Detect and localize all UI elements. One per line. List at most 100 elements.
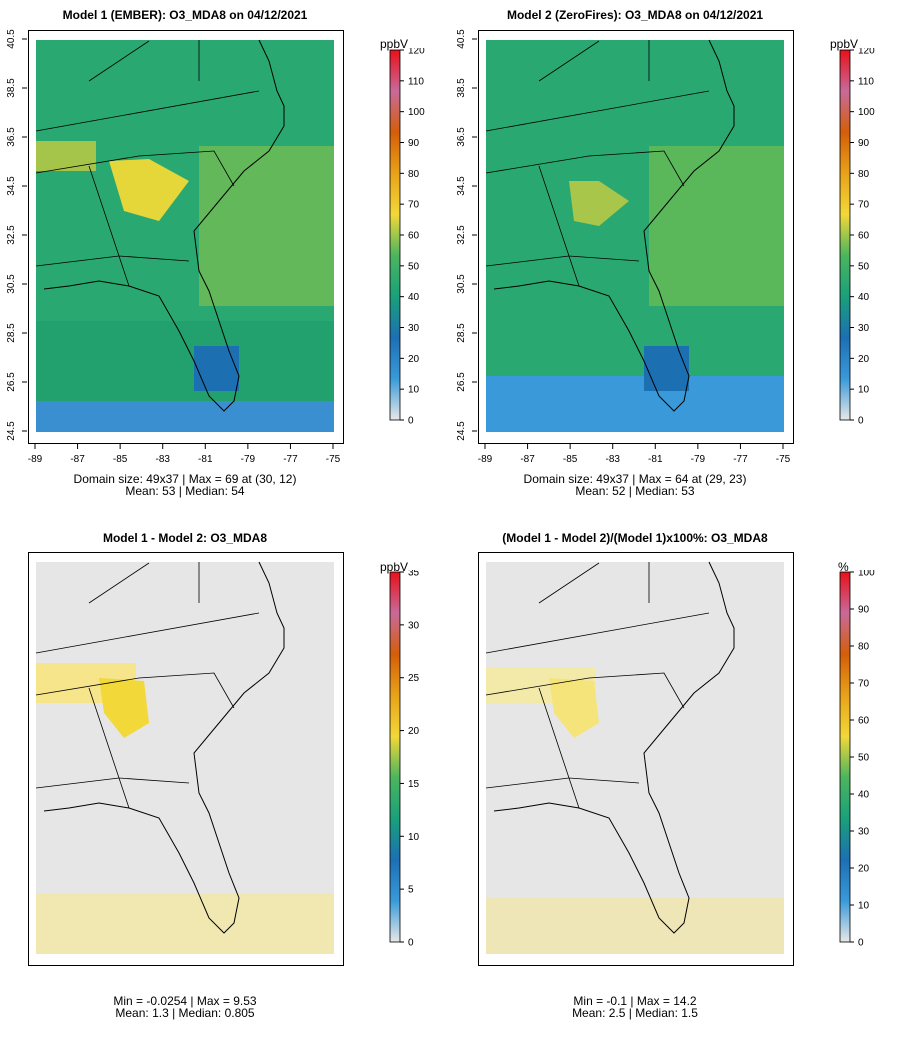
- colorbar-tick-label: 110: [858, 76, 874, 87]
- x-axis: -89 -87 -85 -83 -81 -79 -77 -75: [478, 444, 791, 465]
- colorbar-tick-label: 0: [408, 416, 414, 427]
- x-tick-label: -79: [241, 454, 256, 465]
- colorbar: 0 10 20 30 40 50 60 70 80 90 100 110 120: [839, 48, 875, 427]
- y-tick-label: 32.5: [456, 225, 467, 245]
- y-tick-label: 28.5: [6, 323, 17, 343]
- x-axis: -89 -87 -85 -83 -81 -79 -77 -75: [28, 444, 341, 465]
- colorbar-tick-label: 20: [408, 354, 420, 365]
- map-plot: [478, 552, 794, 966]
- y-tick-label: 28.5: [456, 323, 467, 343]
- colorbar-tick-label: 90: [858, 605, 870, 616]
- colorbar-tick-label: 100: [858, 107, 875, 118]
- colorbar-tick-label: 50: [858, 261, 870, 272]
- colorbar-tick-label: 70: [408, 200, 420, 211]
- colorbar-tick-label: 120: [858, 48, 875, 57]
- y-tick-label: 30.5: [6, 274, 17, 294]
- y-axis: 24.5 26.5 28.5 30.5 32.5 34.5 36.5 38.5 40.5: [6, 29, 27, 441]
- stats-line-2: Mean: 1.3 | Median: 0.805: [115, 1006, 255, 1020]
- map-plot: [478, 30, 794, 444]
- map-field-bottom: [36, 401, 334, 432]
- x-tick-label: -75: [326, 454, 341, 465]
- colorbar-tick-label: 70: [858, 679, 870, 690]
- y-tick-label: 30.5: [456, 274, 467, 294]
- y-tick-label: 26.5: [456, 372, 467, 392]
- map-hotspot: [569, 181, 629, 226]
- y-tick-label: 34.5: [456, 176, 467, 196]
- colorbar-tick-label: 100: [408, 107, 425, 118]
- y-tick-label: 34.5: [6, 176, 17, 196]
- x-tick-label: -87: [520, 454, 535, 465]
- x-tick-label: -79: [691, 454, 706, 465]
- y-axis: 24.5 26.5 28.5 30.5 32.5 34.5 36.5 38.5 40.5: [456, 29, 477, 441]
- colorbar-tick-label: 100: [858, 570, 875, 579]
- colorbar-gradient: [839, 49, 851, 421]
- y-tick-label: 40.5: [6, 29, 17, 49]
- y-tick-label: 36.5: [6, 127, 17, 147]
- y-tick-label: 36.5: [456, 127, 467, 147]
- colorbar-tick-label: 40: [858, 790, 870, 801]
- x-tick-label: -83: [155, 454, 170, 465]
- colorbar-tick-label: 30: [408, 323, 420, 334]
- map-coastline: [43, 561, 285, 934]
- colorbar-tick-label: 10: [858, 385, 870, 396]
- colorbar-tick-label: 0: [858, 938, 864, 949]
- colorbar-tick-label: 20: [858, 354, 870, 365]
- stats-line-1: Domain size: 49x37 | Max = 69 at (30, 12…: [73, 472, 297, 486]
- stats-line-2: Mean: 2.5 | Median: 1.5: [572, 1006, 698, 1020]
- colorbar-gradient: [389, 571, 401, 943]
- colorbar-tick-label: 0: [858, 416, 864, 427]
- map-svg: [485, 561, 784, 954]
- axes: -89 -87 -85 -83 -81 -79 -77 -75 24.5 26.5 28.5 30.…: [6, 29, 341, 465]
- map-hotspot: [99, 678, 149, 738]
- colorbar-tick-label: 40: [408, 292, 420, 303]
- x-tick-label: -77: [283, 454, 298, 465]
- stats-line-1: Domain size: 49x37 | Max = 64 at (29, 23…: [523, 472, 747, 486]
- colorbar-tick-label: 30: [408, 620, 420, 631]
- stats-line-2: Mean: 52 | Median: 53: [575, 484, 695, 498]
- colorbar-tick-label: 60: [408, 231, 420, 242]
- stats-line-1: Min = -0.1 | Max = 14.2: [573, 994, 697, 1008]
- map-field-bottom: [486, 376, 784, 432]
- colorbar-tick-label: 80: [858, 642, 870, 653]
- colorbar-tick-label: 120: [408, 48, 425, 57]
- x-tick-label: -81: [198, 454, 213, 465]
- map-state-lines: [35, 562, 260, 809]
- colorbar-unit: ppbV: [380, 37, 409, 51]
- panel-title: Model 2 (ZeroFires): O3_MDA8 on 04/12/20…: [506, 8, 764, 22]
- y-tick-label: 40.5: [456, 29, 467, 49]
- panel-title: Model 1 - Model 2: O3_MDA8: [102, 531, 268, 545]
- stats-line-2: Mean: 53 | Median: 54: [125, 484, 245, 498]
- x-tick-label: -85: [113, 454, 128, 465]
- y-tick-label: 38.5: [6, 78, 17, 98]
- map-plot: [28, 30, 344, 444]
- colorbar-tick-label: 30: [858, 323, 870, 334]
- map-svg: [35, 561, 334, 954]
- colorbar-tick-label: 90: [408, 138, 420, 149]
- colorbar-tick-label: 110: [408, 76, 424, 87]
- colorbar-tick-label: 60: [858, 231, 870, 242]
- map-state-lines: [485, 40, 710, 287]
- colorbar-unit: ppbV: [380, 560, 409, 574]
- colorbar-tick-label: 40: [858, 292, 870, 303]
- map-state-lines: [35, 40, 260, 287]
- x-tick-label: -89: [478, 454, 493, 465]
- colorbar-tick-label: 60: [858, 716, 870, 727]
- colorbar-tick-label: 90: [858, 138, 870, 149]
- colorbar-tick-label: 20: [408, 726, 420, 737]
- colorbar-tick-label: 80: [408, 169, 420, 180]
- colorbar-tick-label: 20: [858, 864, 870, 875]
- x-tick-label: -89: [28, 454, 43, 465]
- y-tick-label: 26.5: [6, 372, 17, 392]
- colorbar-tick-label: 10: [408, 385, 420, 396]
- colorbar-tick-label: 50: [858, 753, 870, 764]
- colorbar: 0 5 10 15 20 25 30 35: [389, 570, 420, 949]
- colorbar-tick-label: 15: [408, 779, 420, 790]
- stats-line-1: Min = -0.0254 | Max = 9.53: [113, 994, 257, 1008]
- map-field: [36, 562, 334, 954]
- colorbar: 0 10 20 30 40 50 60 70 80 90 100: [839, 570, 875, 949]
- colorbar-tick-label: 5: [408, 885, 414, 896]
- colorbar-tick-label: 10: [408, 832, 420, 843]
- x-tick-label: -81: [648, 454, 663, 465]
- x-tick-label: -83: [605, 454, 620, 465]
- axes: -89 -87 -85 -83 -81 -79 -77 -75 24.5 26.5 28.5 30.…: [456, 29, 791, 465]
